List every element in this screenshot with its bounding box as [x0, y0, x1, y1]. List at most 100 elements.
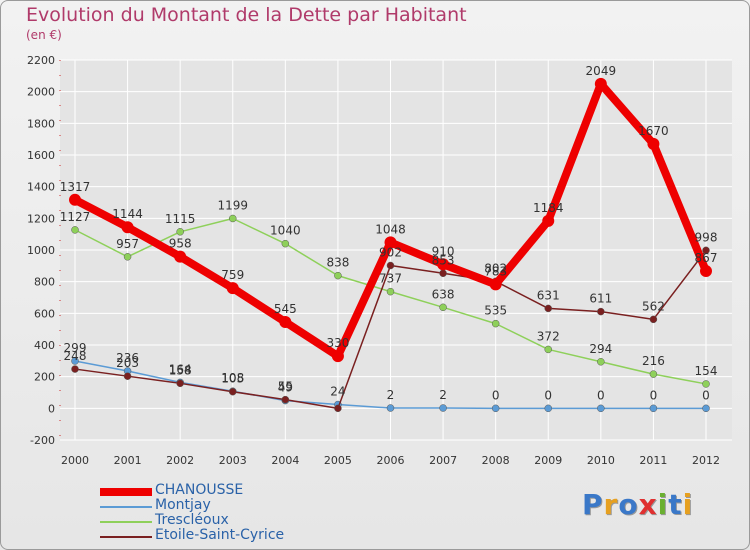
- legend-label: Etoile-Saint-Cyrice: [155, 527, 285, 543]
- y-tick-label: 800: [34, 276, 55, 289]
- data-label: 158: [169, 363, 192, 377]
- data-point: [649, 370, 658, 378]
- data-label: 802: [484, 261, 507, 275]
- data-label: 1199: [217, 198, 248, 212]
- legend-label: CHANOUSSE: [155, 482, 244, 498]
- data-point: [69, 193, 81, 206]
- x-tick-label: 2012: [692, 454, 720, 467]
- x-tick-label: 2009: [534, 454, 562, 467]
- data-label: 631: [537, 288, 560, 302]
- data-point: [123, 372, 132, 380]
- data-point: [71, 365, 79, 373]
- data-label: 867: [695, 251, 718, 265]
- data-point: [71, 226, 79, 234]
- data-label: 910: [432, 244, 455, 258]
- data-point: [279, 316, 292, 329]
- data-label: 2049: [586, 64, 617, 78]
- data-label: 1048: [375, 222, 406, 236]
- data-label: 1127: [60, 210, 91, 224]
- data-point: [649, 404, 658, 413]
- data-label: 248: [64, 349, 87, 363]
- data-point: [700, 265, 712, 278]
- data-label: 0: [650, 388, 658, 402]
- data-point: [544, 304, 552, 313]
- data-label: 0: [702, 388, 710, 402]
- data-point: [649, 315, 658, 324]
- data-label: 154: [695, 364, 718, 378]
- y-tick-label: 2000: [27, 86, 55, 99]
- data-label: 216: [642, 354, 665, 368]
- y-tick-label: 1200: [27, 212, 55, 225]
- data-point: [439, 404, 447, 412]
- x-tick-label: 2006: [377, 454, 405, 467]
- logo-letter: i: [682, 488, 694, 521]
- data-label: 783: [484, 264, 507, 278]
- data-point: [71, 357, 79, 365]
- data-label: 902: [379, 246, 402, 260]
- legend-swatch-montjay: [100, 506, 152, 508]
- logo-letter: t: [668, 488, 683, 521]
- data-label: 0: [597, 388, 605, 402]
- y-tick-label: 400: [34, 339, 55, 352]
- data-point: [647, 137, 660, 150]
- data-label: 0: [544, 388, 552, 402]
- data-label: 49: [278, 381, 293, 395]
- data-label: 853: [432, 253, 455, 267]
- x-tick-label: 2010: [587, 454, 615, 467]
- data-label: 164: [169, 362, 192, 376]
- x-tick-label: 2008: [482, 454, 510, 467]
- data-point: [176, 228, 184, 236]
- data-label: 759: [221, 268, 244, 282]
- data-label: 0: [492, 388, 500, 402]
- data-label: 2: [387, 388, 395, 402]
- data-point: [229, 387, 237, 396]
- x-tick-label: 2001: [114, 454, 142, 467]
- data-label: 638: [432, 287, 455, 301]
- x-tick-label: 2005: [324, 454, 352, 467]
- legend-label: Montjay: [155, 497, 211, 513]
- data-label: 545: [274, 302, 297, 316]
- proxiti-logo: Proxiti: [582, 488, 693, 521]
- x-tick-label: 2011: [639, 454, 667, 467]
- data-label: 998: [695, 230, 718, 244]
- y-tick-label: -200: [30, 434, 55, 447]
- data-point: [121, 221, 134, 234]
- data-label: 737: [379, 272, 402, 286]
- x-tick-label: 2007: [429, 454, 457, 467]
- data-point: [544, 345, 552, 354]
- data-label: 1115: [165, 212, 196, 226]
- data-point: [331, 350, 344, 363]
- data-point: [597, 358, 605, 366]
- legend-swatch-trescleoux: [100, 521, 152, 523]
- data-point: [702, 380, 710, 388]
- data-label: 838: [326, 256, 349, 270]
- y-tick-label: 1400: [27, 181, 55, 194]
- data-label: 535: [484, 304, 507, 318]
- data-label: 1040: [270, 224, 301, 238]
- data-label: 372: [537, 329, 560, 343]
- data-point: [226, 282, 239, 295]
- y-tick-label: 1600: [27, 149, 55, 162]
- data-point: [702, 404, 710, 413]
- y-tick-label: 2200: [27, 54, 55, 67]
- data-label: 299: [64, 341, 87, 355]
- data-label: 55: [278, 380, 293, 394]
- data-label: 236: [116, 351, 139, 365]
- data-point: [439, 303, 447, 312]
- y-tick-label: 200: [34, 371, 55, 384]
- data-point: [542, 214, 555, 227]
- logo-letter: o: [618, 488, 639, 521]
- data-point: [334, 404, 342, 413]
- y-tick-label: 1000: [27, 244, 55, 257]
- data-point: [174, 250, 187, 263]
- data-point: [386, 404, 395, 412]
- data-point: [594, 77, 607, 90]
- legend-swatch-chanousse: [100, 488, 152, 496]
- data-point: [597, 404, 605, 413]
- legend-swatch-etoile-saint-cyrice: [100, 536, 152, 538]
- data-point: [176, 379, 184, 388]
- chart-subtitle: (en €): [26, 28, 62, 42]
- data-label: 294: [589, 342, 612, 356]
- data-point: [439, 269, 447, 278]
- data-label: 24: [330, 385, 345, 399]
